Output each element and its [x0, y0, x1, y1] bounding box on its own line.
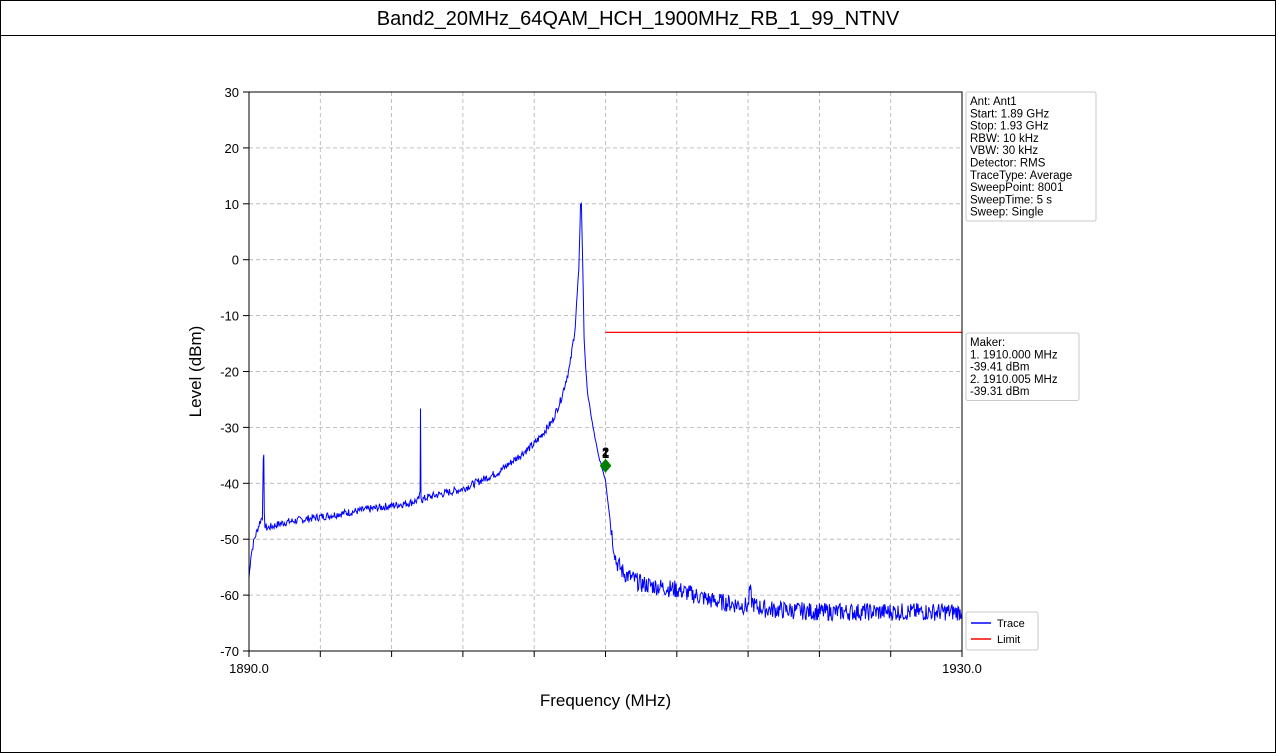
- settings-line: Detector: RMS: [970, 158, 1046, 170]
- axis-layer: 1890.0 1930.0 30 20 10 0 -10 -20 -30 -40 -50 -60 -70: [220, 85, 982, 676]
- legend-label-trace: Trace: [997, 618, 1025, 630]
- y-axis-title-group: Level (dBm): [186, 326, 205, 418]
- legend: Trace Limit: [965, 611, 1039, 651]
- settings-line: SweepPoint: 8001: [970, 182, 1063, 194]
- y-tick-label: 10: [225, 197, 239, 212]
- y-tick-label: -50: [220, 532, 239, 547]
- legend-frame: [965, 611, 1039, 651]
- marker-readout-line: 2. 1910.005 MHz: [970, 374, 1058, 386]
- marker-readout-line: 1. 1910.000 MHz: [970, 349, 1058, 361]
- spectrum-chart: 12 1890.0 1930.0 30 20 10 0 -10 -20 -30 -40 -50 -60…: [186, 85, 1097, 710]
- x-tick-label: 1890.0: [229, 661, 269, 676]
- settings-line: RBW: 10 kHz: [970, 133, 1039, 145]
- marker-readout-line: -39.41 dBm: [970, 362, 1029, 374]
- y-tick-label: 0: [232, 253, 239, 268]
- settings-line: TraceType: Average: [970, 170, 1072, 182]
- settings-box-frame: [965, 91, 1097, 222]
- y-tick-label: -60: [220, 588, 239, 603]
- settings-line: VBW: 30 kHz: [970, 145, 1038, 157]
- grid-layer: [248, 91, 963, 652]
- marker-box-frame: [965, 332, 1080, 401]
- y-axis-title: Level (dBm): [186, 326, 205, 418]
- y-tick-label: -40: [220, 476, 239, 491]
- settings-line: Start: 1.89 GHz: [970, 108, 1050, 120]
- settings-line: Stop: 1.93 GHz: [970, 121, 1049, 133]
- marker-readout-line: -39.31 dBm: [970, 386, 1029, 398]
- marker-2-label: 2: [602, 444, 609, 459]
- settings-line: Ant: Ant1: [970, 96, 1017, 108]
- marker-2-point: [599, 458, 612, 473]
- marker-1-label: 1: [602, 446, 609, 461]
- y-tick-label: 30: [225, 85, 239, 100]
- trace-series-line: [248, 202, 963, 623]
- legend-label-limit: Limit: [997, 634, 1020, 646]
- title-row: Band2_20MHz_64QAM_HCH_1900MHz_RB_1_99_NT…: [1, 1, 1275, 36]
- settings-line: Sweep: Single: [970, 207, 1044, 219]
- y-tick-label: 20: [225, 141, 239, 156]
- marker-layer: 12: [599, 444, 612, 473]
- settings-line: SweepTime: 5 s: [970, 194, 1052, 206]
- x-axis-title: Frequency (MHz): [540, 691, 671, 710]
- y-tick-label: -10: [220, 309, 239, 324]
- series-layer: [248, 202, 963, 623]
- y-tick-label: -20: [220, 365, 239, 380]
- page-title: Band2_20MHz_64QAM_HCH_1900MHz_RB_1_99_NT…: [376, 8, 900, 30]
- y-tick-label: -30: [220, 420, 239, 435]
- x-tick-label: 1930.0: [942, 661, 982, 676]
- x-axis-title-group: Frequency (MHz): [540, 691, 671, 710]
- y-tick-label: -70: [220, 644, 239, 659]
- marker-readout-line: Maker:: [970, 337, 1005, 349]
